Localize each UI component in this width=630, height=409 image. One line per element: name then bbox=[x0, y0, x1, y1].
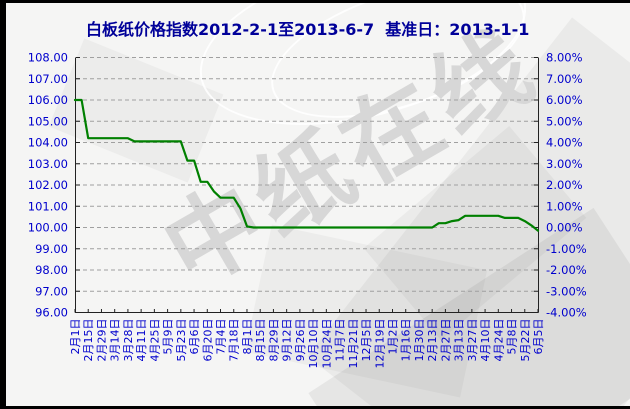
svg-text:-3.00%: -3.00% bbox=[546, 284, 587, 298]
svg-text:107.00: 107.00 bbox=[28, 72, 68, 86]
svg-text:8.00%: 8.00% bbox=[546, 51, 583, 65]
svg-text:102.00: 102.00 bbox=[28, 178, 68, 192]
svg-text:5月8日: 5月8日 bbox=[506, 319, 519, 355]
svg-text:6月6日: 6月6日 bbox=[188, 319, 201, 355]
svg-text:2月1日: 2月1日 bbox=[69, 319, 82, 355]
svg-text:4月25日: 4月25日 bbox=[148, 319, 161, 362]
svg-text:-1.00%: -1.00% bbox=[546, 242, 587, 256]
svg-text:12月19日: 12月19日 bbox=[373, 319, 386, 369]
svg-text:1月30日: 1月30日 bbox=[413, 319, 426, 362]
svg-text:8月29日: 8月29日 bbox=[267, 319, 280, 362]
svg-text:3月14日: 3月14日 bbox=[109, 319, 122, 362]
svg-text:4.00%: 4.00% bbox=[546, 136, 583, 150]
chart-background: 中纸在线 白板纸价格指数2012-2-1至2013-6-7 基准日：2013-1… bbox=[6, 3, 630, 406]
svg-text:11月21日: 11月21日 bbox=[347, 319, 360, 369]
svg-text:2.00%: 2.00% bbox=[546, 178, 583, 192]
svg-text:6.00%: 6.00% bbox=[546, 93, 583, 107]
svg-text:2月27日: 2月27日 bbox=[439, 319, 452, 362]
svg-text:106.00: 106.00 bbox=[28, 93, 68, 107]
svg-text:2月15日: 2月15日 bbox=[82, 319, 95, 362]
price-index-series-line bbox=[73, 98, 540, 232]
svg-text:5月9日: 5月9日 bbox=[162, 319, 175, 355]
svg-text:105.00: 105.00 bbox=[28, 114, 68, 128]
price-index-line-chart: 108.00 107.00 106.00 105.00 104.00 103.00 102.… bbox=[28, 51, 587, 369]
svg-text:8月1日: 8月1日 bbox=[241, 319, 254, 355]
svg-text:103.00: 103.00 bbox=[28, 157, 68, 171]
svg-text:3月27日: 3月27日 bbox=[466, 319, 479, 362]
svg-text:2月13日: 2月13日 bbox=[426, 319, 439, 362]
svg-text:8月15日: 8月15日 bbox=[254, 319, 267, 362]
chart-title: 白板纸价格指数2012-2-1至2013-6-7 基准日：2013-1-1 bbox=[86, 20, 530, 39]
svg-text:12月5日: 12月5日 bbox=[360, 319, 373, 362]
svg-text:4月10日: 4月10日 bbox=[479, 318, 492, 361]
svg-text:97.00: 97.00 bbox=[35, 284, 68, 298]
x-axis-date-labels: 2月1日 2月15日 2月29日 3月14日 3月28日 4月11日 4月25日 5月9日 5月… bbox=[69, 318, 545, 368]
svg-text:3月28日: 3月28日 bbox=[122, 319, 135, 362]
svg-text:-2.00%: -2.00% bbox=[546, 263, 587, 277]
y-axis-right-labels: 8.00% 7.00% 6.00% 5.00% 4.00% 3.00% 2.00% 1.00%… bbox=[546, 51, 587, 320]
svg-text:3月13日: 3月13日 bbox=[453, 319, 466, 362]
svg-text:4月11日: 4月11日 bbox=[135, 319, 148, 362]
svg-text:5.00%: 5.00% bbox=[546, 114, 583, 128]
svg-text:11月7日: 11月7日 bbox=[334, 319, 347, 362]
svg-text:3.00%: 3.00% bbox=[546, 157, 583, 171]
svg-text:98.00: 98.00 bbox=[35, 263, 68, 277]
svg-text:7月18日: 7月18日 bbox=[228, 319, 241, 362]
svg-text:1月2日: 1月2日 bbox=[386, 319, 399, 355]
svg-text:108.00: 108.00 bbox=[28, 51, 68, 65]
svg-text:5月22日: 5月22日 bbox=[519, 319, 532, 362]
svg-text:7.00%: 7.00% bbox=[546, 72, 583, 86]
svg-text:100.00: 100.00 bbox=[28, 221, 68, 235]
svg-text:104.00: 104.00 bbox=[28, 136, 68, 150]
svg-text:101.00: 101.00 bbox=[28, 199, 68, 213]
svg-text:1.00%: 1.00% bbox=[546, 199, 583, 213]
svg-text:4月24日: 4月24日 bbox=[492, 319, 505, 362]
y-axis-left-labels: 108.00 107.00 106.00 105.00 104.00 103.00 102.… bbox=[28, 51, 68, 320]
svg-text:6月20日: 6月20日 bbox=[201, 319, 214, 362]
svg-text:1月16日: 1月16日 bbox=[400, 319, 413, 362]
svg-text:96.00: 96.00 bbox=[35, 306, 68, 320]
svg-text:6月5日: 6月5日 bbox=[532, 319, 545, 355]
svg-text:2月29日: 2月29日 bbox=[95, 319, 108, 362]
svg-text:0.00%: 0.00% bbox=[546, 221, 583, 235]
svg-text:9月26日: 9月26日 bbox=[294, 319, 307, 362]
gridlines bbox=[76, 57, 538, 292]
svg-text:99.00: 99.00 bbox=[35, 242, 68, 256]
svg-text:7月4日: 7月4日 bbox=[215, 319, 228, 355]
svg-text:10月24日: 10月24日 bbox=[320, 319, 333, 369]
svg-text:5月23日: 5月23日 bbox=[175, 319, 188, 362]
svg-text:9月12日: 9月12日 bbox=[281, 319, 294, 362]
svg-text:-4.00%: -4.00% bbox=[546, 306, 587, 320]
svg-text:10月10日: 10月10日 bbox=[307, 319, 320, 369]
